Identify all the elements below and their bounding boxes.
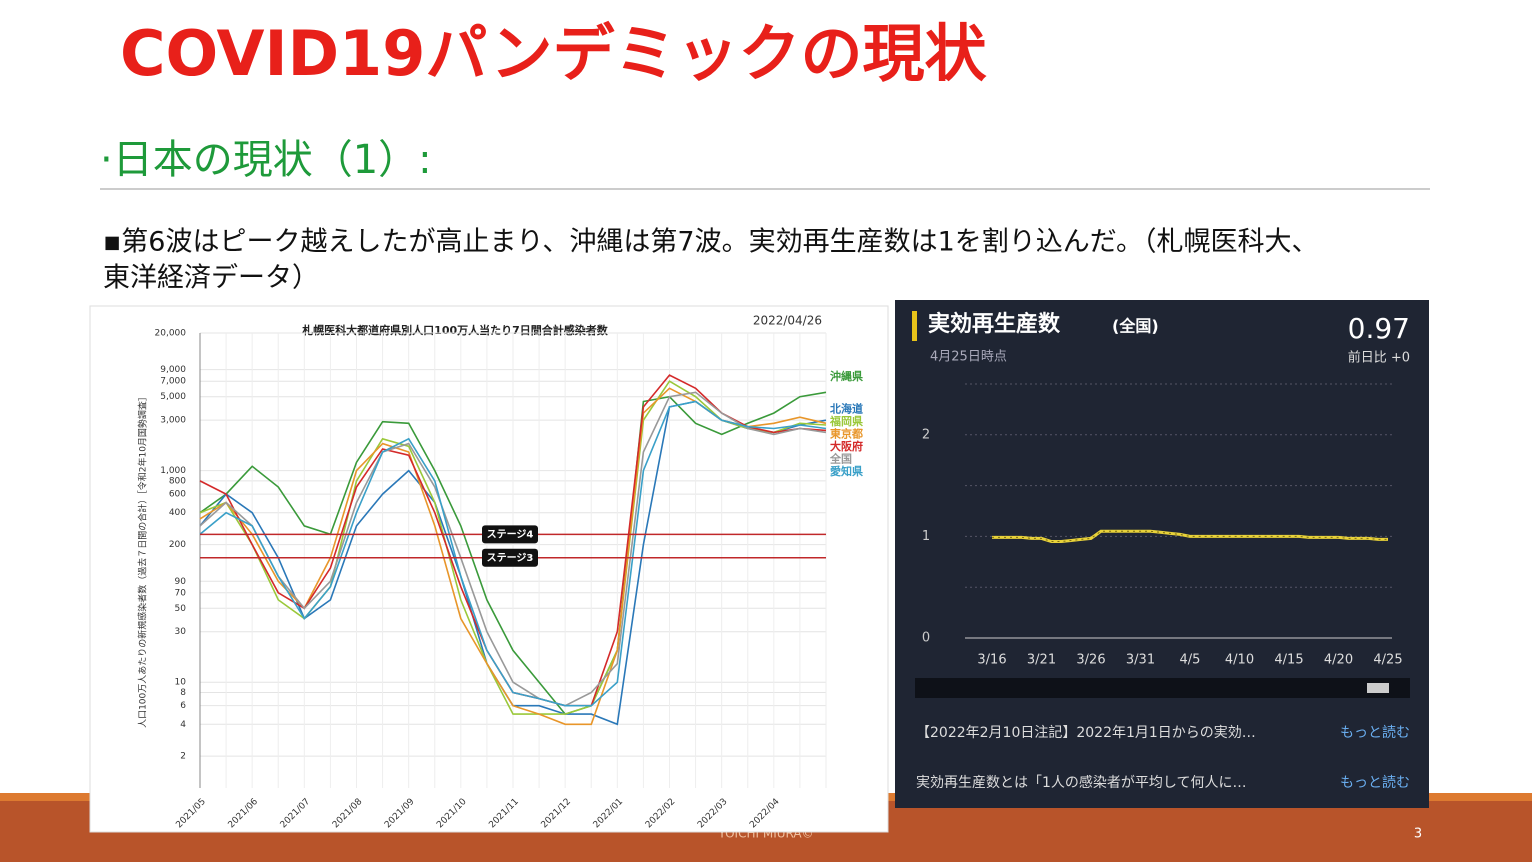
y-tick-label: 800 [169,476,186,486]
slide-subtitle: ·日本の現状（1）: [100,137,432,183]
reference-tag [482,525,538,544]
rt-as-of: 4月25日時点 [930,350,1007,365]
y-tick-label: 20,000 [155,329,187,339]
y-tick-label: 4 [180,720,186,730]
x-tick-label: 4/10 [1225,653,1254,668]
accent-bar [912,311,917,341]
x-tick-label: 3/26 [1076,653,1105,668]
x-tick-label: 3/31 [1126,653,1155,668]
page-number: 3 [1414,827,1422,842]
read-more-link[interactable]: もっと読む [1340,774,1410,791]
legend-label: 大阪府 [830,439,863,453]
legend-label: 福岡県 [829,414,863,428]
bullet-line: ▪第6波はピーク越えしたが高止まり、沖縄は第7波。実効再生産数は1を割り込んだ。… [103,227,1318,258]
chart-title: 札幌医科大都道府県別人口100万人当たり7日間合計感染者数 [301,323,609,337]
y-tick-label: 1,000 [160,466,186,476]
legend-label: 東京都 [830,427,863,441]
x-tick-label: 3/16 [977,653,1006,668]
x-tick-label: 4/15 [1274,653,1303,668]
rt-line-chain [992,530,1388,542]
y-tick-label: 30 [175,627,187,637]
y-tick-label: 0 [922,631,930,646]
y-tick-label: 70 [175,588,187,598]
reference-tag [482,548,538,567]
series-line [199,391,827,716]
series-line [199,391,827,707]
y-tick-label: 90 [175,577,187,587]
legend-label: 北海道 [830,402,863,416]
legend-label: 沖縄県 [830,369,863,383]
read-more-link[interactable]: もっと読む [1340,724,1410,741]
y-tick-label: 5,000 [160,392,186,402]
bullet-line: 東洋経済データ） [103,263,319,294]
legend-label: 全国 [829,452,852,466]
y-tick-label: 8 [180,688,186,698]
y-tick-label: 6 [180,701,186,711]
x-tick-label: 3/21 [1027,653,1056,668]
scrollbar [915,678,1410,698]
y-tick-label: 10 [175,678,187,688]
y-tick-label: 7,000 [160,377,186,387]
rt-scope: (全国) [1112,317,1159,336]
y-tick-label: 200 [169,540,186,550]
rt-change: 前日比 +0 [1348,350,1410,366]
note-text: 【2022年2月10日注記】2022年1月1日からの実効… [916,724,1256,741]
x-tick-label: 4/20 [1324,653,1353,668]
y-tick-label: 400 [169,508,186,518]
scroll-thumb [1367,683,1389,693]
y-tick-label: 50 [175,604,187,614]
note-text: 実効再生産数とは「1人の感染者が平均して何人に… [916,774,1247,791]
y-tick-label: 600 [169,490,186,500]
chart-date: 2022/04/26 [753,314,822,328]
reference-label: ステージ3 [487,552,534,564]
y-tick-label: 9,000 [160,365,186,375]
y-tick-label: 2 [922,427,930,442]
y-tick-label: 1 [922,529,930,544]
rt-latest: 0.97 [1348,312,1410,345]
reference-label: ステージ4 [487,528,534,540]
legend-label: 愛知県 [830,464,863,478]
series-line [199,400,827,707]
slide-title: COVID19パンデミックの現状 [120,17,987,90]
y-tick-label: 3,000 [160,416,186,426]
rt-panel [895,300,1429,808]
y-tick-label: 2 [180,752,186,762]
x-tick-label: 4/5 [1180,653,1201,668]
y-axis-label: 人口100万人あたりの新規感染者数（過去７日間の合計）［令和2年10月国勢調査］ [137,392,149,728]
rt-title: 実効再生産数 [928,311,1061,337]
chart-frame [89,305,889,833]
x-tick-label: 4/25 [1373,653,1402,668]
